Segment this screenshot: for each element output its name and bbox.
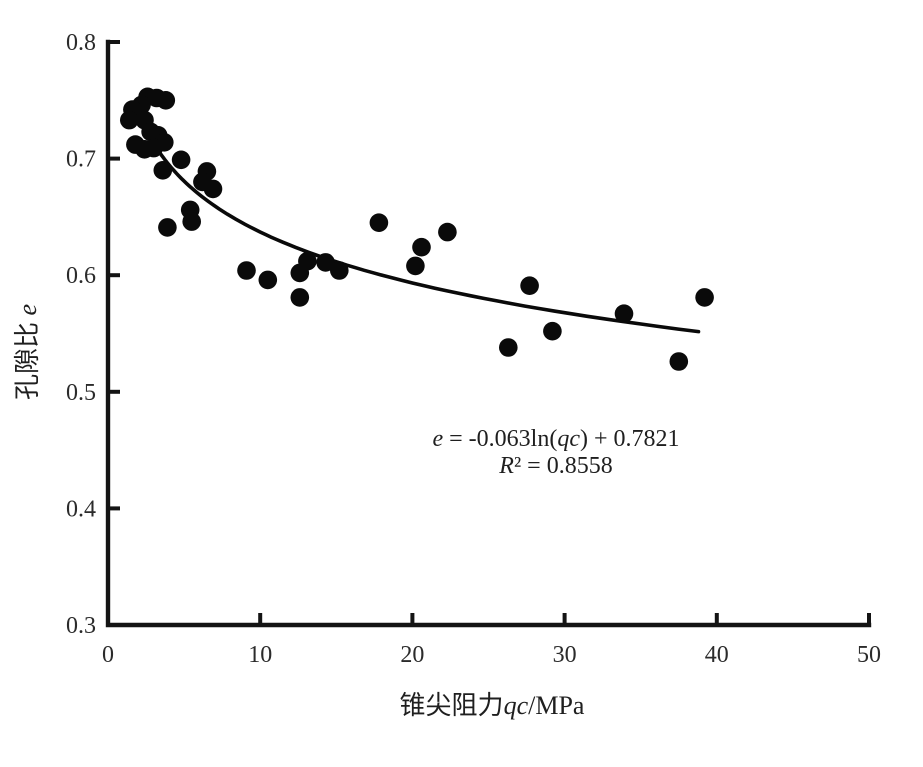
- scatter-point: [237, 261, 256, 280]
- x-tick-label: 50: [857, 642, 881, 668]
- scatter-point: [330, 261, 349, 280]
- scatter-point: [153, 161, 173, 180]
- y-axis-label: 孔隙比 e: [13, 304, 42, 400]
- y-tick-label: 0.4: [66, 496, 96, 522]
- axis-ticks: [108, 40, 871, 625]
- scatter-point: [203, 179, 223, 199]
- scatter-point: [298, 251, 317, 271]
- scatter-point: [695, 288, 714, 307]
- scatter-point: [406, 256, 425, 276]
- scatter-point: [669, 352, 689, 371]
- x-tick-label: 20: [400, 642, 424, 668]
- scatter-point: [171, 150, 191, 170]
- fit-equation: e = -0.063ln(qc) + 0.7821: [432, 426, 679, 452]
- scatter-point: [258, 270, 278, 290]
- x-tick-label: 30: [553, 642, 577, 668]
- data-points: [120, 87, 714, 371]
- y-tick-label: 0.5: [66, 380, 96, 406]
- axis-titles: 锥尖阻力qc/MPa 孔隙比 e: [13, 304, 585, 720]
- scatter-point: [290, 288, 310, 307]
- scatter-point: [156, 91, 176, 110]
- axis-tick-labels: 0 10 20 30 40 50 0.3 0.4 0.5 0.6 0.7 0.8: [66, 30, 881, 668]
- scatter-point: [369, 213, 389, 232]
- x-tick-label: 10: [248, 642, 272, 668]
- axes: [105, 39, 872, 628]
- scatter-point: [120, 110, 139, 130]
- scatter-point: [412, 237, 431, 257]
- scatter-point: [499, 338, 518, 357]
- scatter-point: [438, 222, 457, 242]
- fit-curve-path: [142, 125, 701, 334]
- fit-curve: [142, 125, 701, 334]
- x-tick-label: 40: [705, 642, 729, 668]
- scatter-point: [543, 321, 562, 341]
- y-tick-label: 0.6: [66, 263, 96, 289]
- y-tick-label: 0.7: [66, 147, 96, 173]
- scatter-point: [316, 253, 335, 272]
- scatter-point: [520, 276, 539, 296]
- r-squared: R² = 0.8558: [498, 453, 612, 479]
- x-axis-label: 锥尖阻力qc/MPa: [400, 691, 585, 720]
- scatter-point: [614, 304, 634, 324]
- y-tick-label: 0.8: [66, 30, 96, 56]
- scatter-point: [158, 218, 177, 237]
- x-tick-label: 0: [102, 642, 114, 668]
- y-tick-label: 0.3: [66, 613, 96, 639]
- scatter-point: [144, 138, 163, 158]
- scatter-point: [182, 212, 201, 231]
- axis-spines: [105, 39, 872, 628]
